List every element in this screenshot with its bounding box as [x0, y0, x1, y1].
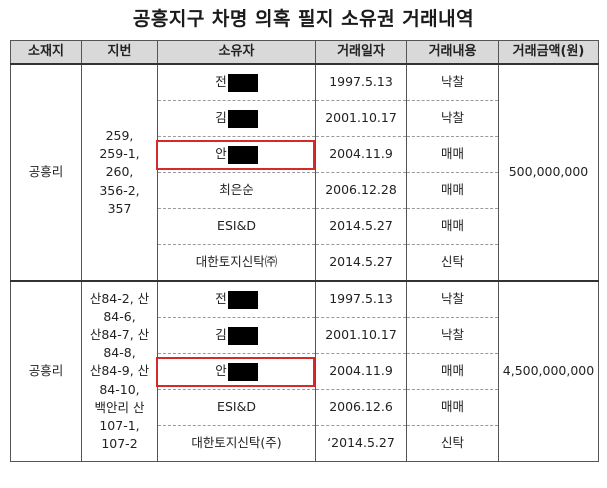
lot-cell: 259, 259-1, 260, 356-2, 357 [81, 63, 158, 282]
transaction-table: 소재지 지번 소유자 거래일자 거래내용 거래금액(원) 공흥리 259, 259-… [10, 40, 599, 462]
table-row: ESI&D 2006.12.6 매매 [11, 389, 599, 426]
owner-name: 안 [215, 146, 227, 162]
lot-cell: 산84-2, 산 84-6, 산84-7, 산 84-8, 산84-9, 산 84-10,… [81, 280, 158, 462]
type-cell: 매매 [406, 353, 499, 390]
table-row: 최은순 2006.12.28 매매 [11, 172, 599, 209]
owner-name: ESI&D [217, 218, 256, 234]
table-body: 공흥리 259, 259-1, 260, 356-2, 357 전 1997.5.13 낙찰 50… [10, 63, 599, 462]
redaction-mask [227, 362, 258, 381]
redaction-mask [227, 73, 258, 92]
date-cell: 2001.10.17 [315, 317, 407, 354]
owner-name: 김 [215, 327, 227, 343]
table-row: 안 2004.11.9 매매 [11, 136, 599, 173]
header-type: 거래내용 [406, 40, 499, 65]
header-lot: 지번 [81, 40, 158, 65]
owner-name: 전 [215, 74, 227, 90]
type-cell: 신탁 [406, 425, 499, 462]
date-cell: 2006.12.28 [315, 172, 407, 209]
owner-name: ESI&D [217, 399, 256, 415]
owner-name: 대한토지신탁㈜ [195, 254, 278, 270]
redaction-mask [227, 326, 258, 345]
date-cell: ‘2014.5.27 [315, 425, 407, 462]
redaction-mask [227, 145, 258, 164]
type-cell: 매매 [406, 208, 499, 245]
owner-name: 최은순 [219, 182, 254, 198]
table-row: 김 2001.10.17 낙찰 [11, 100, 599, 137]
redaction-mask [227, 290, 258, 309]
owner-name: 안 [215, 363, 227, 379]
table-row: 대한토지신탁㈜ 2014.5.27 신탁 [11, 244, 599, 282]
owner-cell: 전 [157, 280, 316, 318]
amount-cell: 500,000,000 [498, 63, 599, 282]
owner-cell: 전 [157, 63, 316, 101]
highlight-box [155, 356, 315, 387]
type-cell: 매매 [406, 136, 499, 173]
date-cell: 2001.10.17 [315, 100, 407, 137]
type-cell: 낙찰 [406, 100, 499, 137]
table-row: 공흥리 산84-2, 산 84-6, 산84-7, 산 84-8, 산84-9, 산 84-… [10, 280, 599, 462]
type-cell: 낙찰 [406, 280, 499, 318]
redaction-mask [227, 109, 258, 128]
type-cell: 낙찰 [406, 317, 499, 354]
location-cell: 공흥리 [10, 63, 82, 282]
owner-cell: 최은순 [157, 172, 316, 209]
owner-cell: ESI&D [157, 389, 316, 426]
type-cell: 매매 [406, 172, 499, 209]
header-date: 거래일자 [315, 40, 407, 65]
owner-cell: 대한토지신탁(주) [157, 425, 316, 462]
owner-name: 김 [215, 110, 227, 126]
owner-cell: 안 [157, 136, 316, 173]
table-row: 공흥리 259, 259-1, 260, 356-2, 357 전 1997.5.13 낙찰 50… [10, 63, 599, 282]
table-header-row: 소재지 지번 소유자 거래일자 거래내용 거래금액(원) [10, 40, 599, 65]
date-cell: 2004.11.9 [315, 353, 407, 390]
owner-cell: ESI&D [157, 208, 316, 245]
header-owner: 소유자 [157, 40, 316, 65]
header-amount: 거래금액(원) [498, 40, 599, 65]
location-cell: 공흥리 [10, 280, 82, 462]
table-row: 김 2001.10.17 낙찰 [11, 317, 599, 354]
table-row: 안 2004.11.9 매매 [11, 353, 599, 390]
table-row: 대한토지신탁(주) ‘2014.5.27 신탁 [11, 425, 599, 462]
owner-cell: 안 [157, 353, 316, 390]
date-cell: 1997.5.13 [315, 280, 407, 318]
date-cell: 1997.5.13 [315, 63, 407, 101]
amount-cell: 4,500,000,000 [498, 280, 599, 462]
type-cell: 매매 [406, 389, 499, 426]
type-cell: 낙찰 [406, 63, 499, 101]
header-location: 소재지 [10, 40, 82, 65]
date-cell: 2014.5.27 [315, 208, 407, 245]
owner-cell: 김 [157, 317, 316, 354]
date-cell: 2004.11.9 [315, 136, 407, 173]
highlight-box [155, 139, 315, 170]
page-title: 공흥지구 차명 의혹 필지 소유권 거래내역 [132, 8, 475, 30]
owner-cell: 김 [157, 100, 316, 137]
date-cell: 2006.12.6 [315, 389, 407, 426]
table-row: ESI&D 2014.5.27 매매 [11, 208, 599, 245]
date-cell: 2014.5.27 [315, 244, 407, 282]
owner-name: 전 [215, 291, 227, 307]
owner-cell: 대한토지신탁㈜ [157, 244, 316, 282]
type-cell: 신탁 [406, 244, 499, 282]
owner-name: 대한토지신탁(주) [191, 435, 282, 451]
